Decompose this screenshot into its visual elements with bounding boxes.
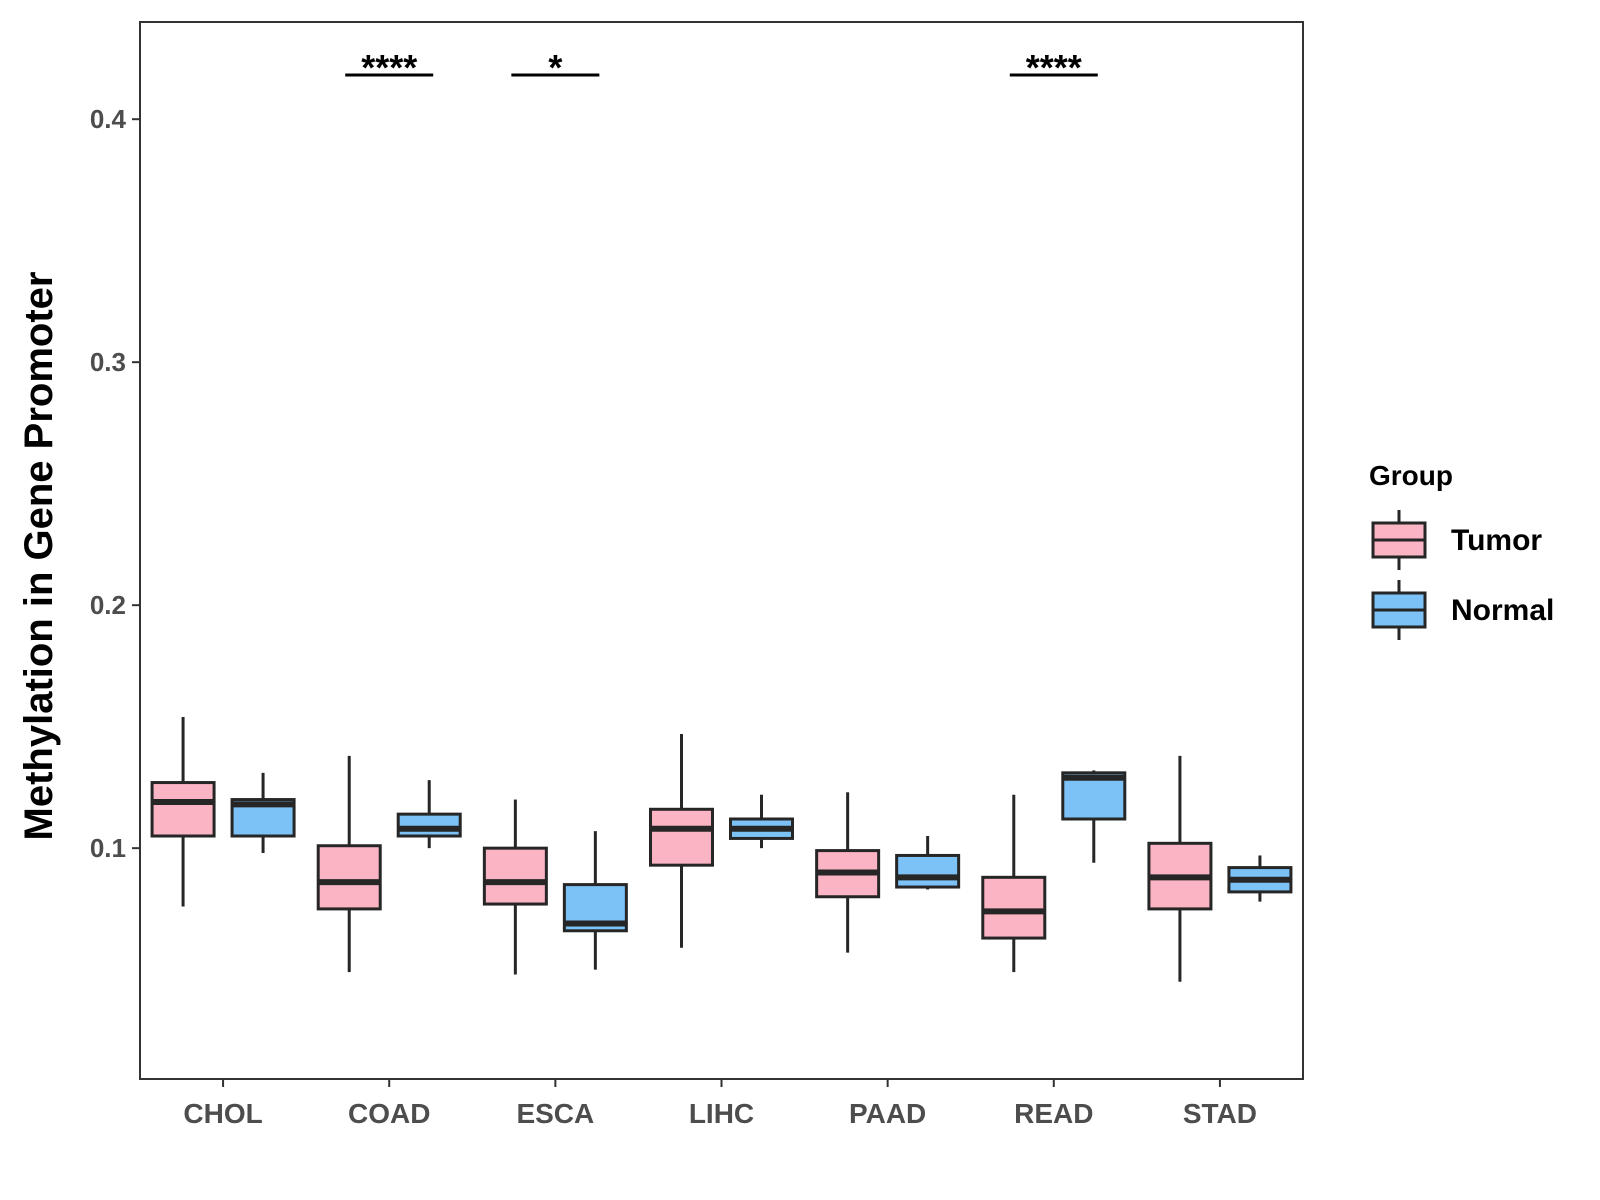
y-tick-label: 0.4 — [90, 104, 127, 134]
box-iqr — [482, 846, 548, 906]
legend: Group Tumor Normal — [1369, 460, 1554, 640]
box-iqr — [649, 807, 714, 867]
box-paad-normal — [895, 836, 961, 890]
box-coad-tumor — [316, 755, 382, 973]
box-read-normal — [1061, 770, 1127, 863]
box-stad-tumor — [1147, 755, 1213, 982]
box-esca-normal — [562, 831, 628, 970]
x-tick-label: COAD — [348, 1098, 430, 1129]
box-lihc-tumor — [649, 733, 714, 948]
y-tick-label: 0.1 — [90, 833, 126, 863]
box-iqr — [895, 853, 961, 889]
significance-annotations: **** * **** — [345, 47, 1098, 88]
significance-coad: **** — [345, 47, 434, 88]
significance-read: **** — [1009, 47, 1098, 88]
box-chol-normal — [230, 772, 296, 854]
significance-label: **** — [361, 47, 417, 88]
x-tick-label: READ — [1014, 1098, 1093, 1129]
box-iqr — [396, 812, 462, 838]
significance-esca: * — [511, 47, 600, 88]
box-esca-tumor — [482, 799, 548, 975]
x-tick-label: PAAD — [849, 1098, 926, 1129]
x-tick-label: LIHC — [689, 1098, 754, 1129]
axes-layer: 0.1 0.2 0.3 0.4 CHOL COAD ESCA LIHC PAAD READ STAD — [90, 104, 1257, 1129]
legend-item-normal: Normal — [1371, 580, 1554, 640]
boxes-layer — [150, 716, 1293, 982]
legend-title: Group — [1369, 460, 1453, 491]
box-chol-tumor — [150, 716, 216, 907]
x-tick-label: CHOL — [183, 1098, 262, 1129]
box-coad-normal — [396, 780, 462, 849]
y-axis-title: Methylation in Gene Promoter — [17, 272, 61, 841]
box-stad-normal — [1227, 855, 1293, 902]
x-tick-label: STAD — [1183, 1098, 1257, 1129]
significance-label: **** — [1026, 47, 1082, 88]
significance-label: * — [548, 47, 562, 88]
legend-label: Normal — [1451, 594, 1554, 627]
box-paad-tumor — [815, 792, 881, 953]
y-tick-label: 0.2 — [90, 590, 126, 620]
box-iqr — [316, 844, 382, 911]
legend-label: Tumor — [1451, 524, 1542, 557]
box-iqr — [150, 781, 216, 838]
x-tick-label: ESCA — [516, 1098, 594, 1129]
box-iqr — [981, 875, 1047, 940]
y-tick-label: 0.3 — [90, 347, 126, 377]
box-read-tumor — [981, 794, 1047, 973]
legend-item-tumor: Tumor — [1371, 510, 1542, 570]
box-lihc-normal — [729, 794, 794, 849]
